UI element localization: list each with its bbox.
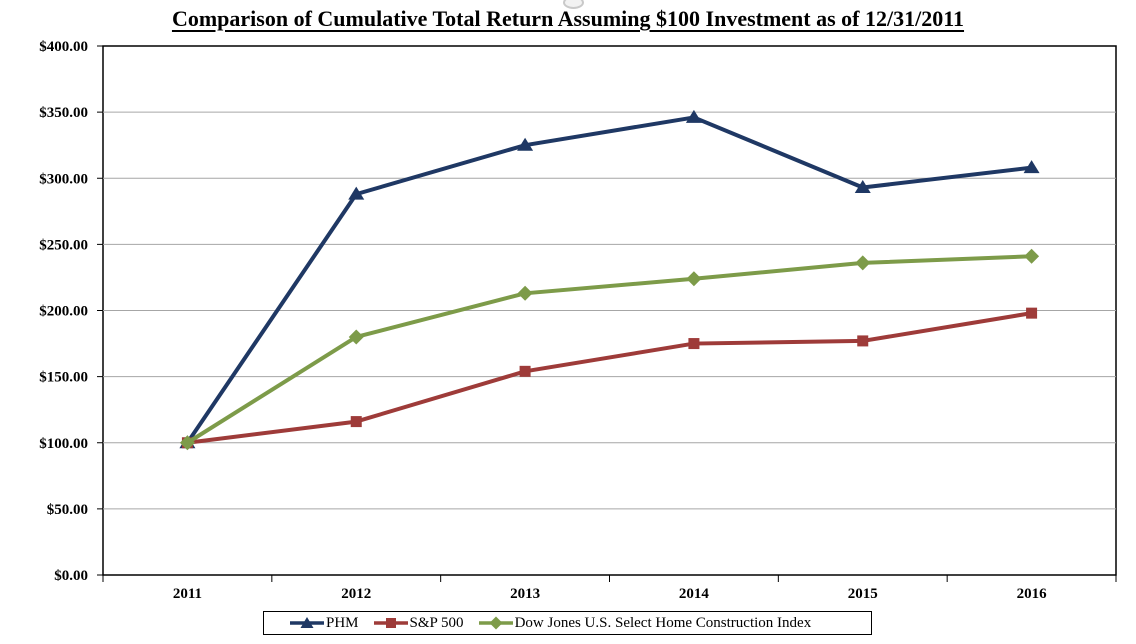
- y-tick-label: $50.00: [47, 502, 88, 518]
- series-marker-s-p-500: [688, 338, 700, 350]
- legend-item-dow-jones-u-s-select-home-construction-index: Dow Jones U.S. Select Home Construction …: [478, 614, 812, 632]
- x-tick-label: 2011: [173, 586, 202, 602]
- y-tick-label: $100.00: [39, 436, 88, 452]
- legend-item-phm: PHM: [290, 615, 359, 632]
- y-tick-label: $350.00: [39, 105, 88, 121]
- x-tick-label: 2015: [848, 586, 878, 602]
- series-line-phm: [185, 115, 1034, 445]
- series-line-s-p-500: [185, 311, 1034, 445]
- y-tick-label: $400.00: [39, 39, 88, 55]
- legend-item-s-p-500: S&P 500: [373, 614, 464, 632]
- x-tick-label: 2013: [510, 586, 540, 602]
- legend-square-icon: [373, 618, 408, 628]
- series-marker-s-p-500: [350, 416, 362, 428]
- chart-title: Comparison of Cumulative Total Return As…: [171, 6, 965, 31]
- series-marker-s-p-500: [857, 335, 869, 347]
- legend-label-s-p-500: S&P 500: [409, 614, 464, 631]
- legend-label-phm: PHM: [326, 614, 359, 631]
- legend-triangle-icon: [290, 617, 324, 628]
- series-marker-dow-jones-u-s-select-home-construction-index: [686, 271, 702, 287]
- y-tick-label: $0.00: [54, 568, 88, 584]
- x-tick-label: 2016: [1017, 586, 1048, 602]
- x-tick-label: 2012: [341, 586, 371, 602]
- y-tick-label: $250.00: [39, 237, 88, 253]
- legend-label-dow-jones-u-s-select-home-construction-index: Dow Jones U.S. Select Home Construction …: [514, 614, 812, 631]
- y-tick-label: $300.00: [39, 171, 88, 187]
- series-marker-phm: [1023, 160, 1040, 174]
- series-marker-s-p-500: [519, 365, 531, 377]
- series-marker-s-p-500: [1026, 307, 1038, 319]
- series-marker-phm: [685, 109, 702, 123]
- chart-legend: PHM S&P 500 Dow Jones U.S. Select Home Con…: [263, 611, 872, 635]
- series-marker-phm: [348, 186, 365, 200]
- window-handle-artifact: [563, 0, 584, 9]
- y-tick-label: $150.00: [39, 370, 88, 386]
- series-marker-phm: [517, 137, 534, 151]
- y-tick-label: $200.00: [39, 304, 88, 320]
- series-marker-dow-jones-u-s-select-home-construction-index: [179, 435, 195, 451]
- series-marker-dow-jones-u-s-select-home-construction-index: [855, 255, 871, 271]
- series-marker-phm: [854, 180, 871, 194]
- legend-diamond-icon: [478, 616, 513, 630]
- series-line-dow-jones-u-s-select-home-construction-index: [185, 254, 1034, 445]
- series-marker-dow-jones-u-s-select-home-construction-index: [517, 285, 533, 301]
- series-marker-dow-jones-u-s-select-home-construction-index: [348, 329, 364, 345]
- x-tick-label: 2014: [679, 586, 710, 602]
- series-marker-dow-jones-u-s-select-home-construction-index: [1024, 248, 1040, 264]
